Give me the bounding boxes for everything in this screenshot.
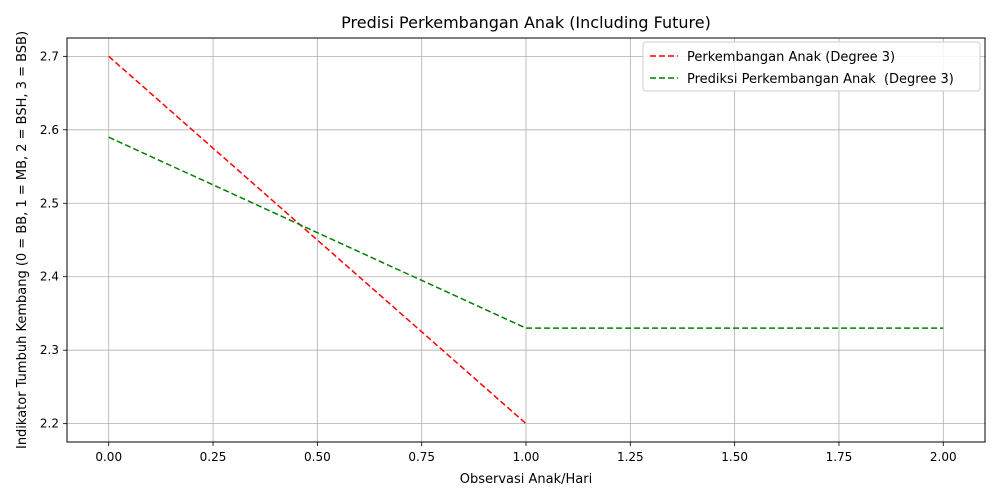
x-tick-label: 1.00	[513, 450, 540, 464]
grid	[67, 38, 985, 442]
x-tick-label: 2.00	[930, 450, 957, 464]
chart-title: Predisi Perkembangan Anak (Including Fut…	[341, 13, 711, 32]
y-tick-label: 2.4	[40, 270, 59, 284]
y-tick-label: 2.7	[40, 49, 59, 63]
y-tick-label: 2.2	[40, 417, 59, 431]
x-tick-label: 0.25	[200, 450, 227, 464]
y-tick-label: 2.3	[40, 343, 59, 357]
x-tick-label: 0.75	[408, 450, 435, 464]
y-tick-label: 2.5	[40, 196, 59, 210]
legend-label-series-2: Prediksi Perkembangan Anak (Degree 3)	[687, 72, 954, 87]
x-tick-label: 1.50	[721, 450, 748, 464]
legend-label-series-1: Perkembangan Anak (Degree 3)	[687, 50, 895, 65]
series-line-1	[108, 55, 527, 425]
y-axis-label: Indikator Tumbuh Kembang (0 = BB, 1 = MB…	[15, 31, 30, 449]
series-lines	[108, 55, 944, 425]
y-axis: 2.2 2.3 2.4 2.5 2.6 2.7	[40, 49, 67, 431]
y-tick-label: 2.6	[40, 123, 59, 137]
x-tick-label: 1.75	[826, 450, 853, 464]
x-axis-label: Observasi Anak/Hari	[460, 472, 592, 487]
legend-box	[642, 41, 981, 92]
x-axis: 0.00 0.25 0.50 0.75 1.00 1.25 1.50 1.75 2.00	[95, 442, 957, 464]
x-tick-label: 0.00	[95, 450, 122, 464]
x-tick-label: 1.25	[617, 450, 644, 464]
x-tick-label: 0.50	[304, 450, 331, 464]
legend: Perkembangan Anak (Degree 3) Prediksi Pe…	[642, 41, 981, 92]
